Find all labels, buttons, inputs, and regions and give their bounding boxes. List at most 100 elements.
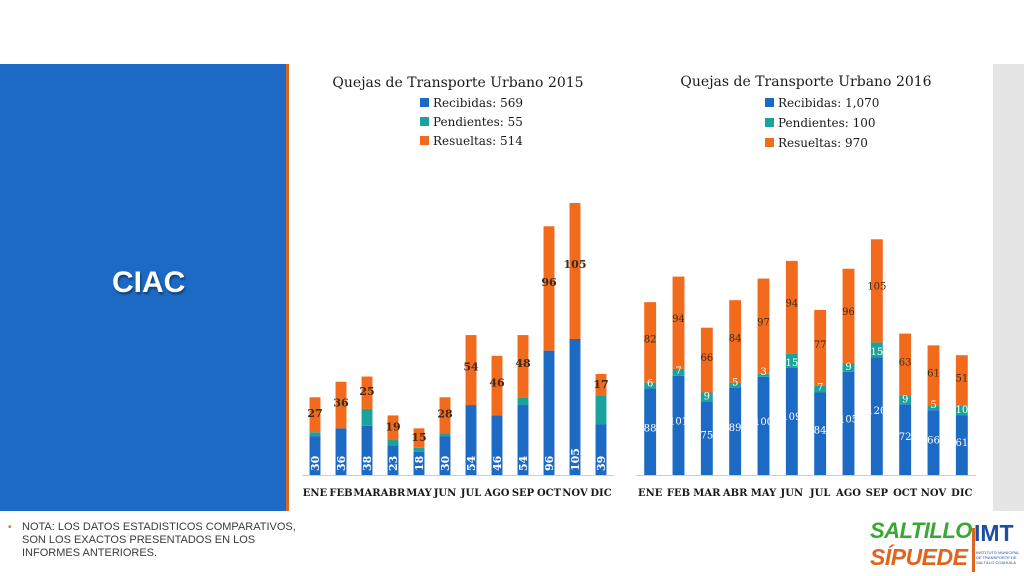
chart-1-label-recibidas-jul: 84 xyxy=(814,426,827,437)
chart-0-label-resueltas-jul: 54 xyxy=(463,361,479,374)
chart-0-label-resueltas-ene: 27 xyxy=(307,407,322,420)
chart-1-label-pendientes-jun: 15 xyxy=(785,358,798,369)
chart-0-label-recibidas-ago: 46 xyxy=(491,455,504,471)
chart-1-bar-recibidas-mar xyxy=(700,401,713,475)
chart-1-bar-resueltas-oct xyxy=(899,333,912,396)
imt-logo: IMT INSTITUTO MUNICIPAL DE TRANSPORTE DE… xyxy=(972,520,1024,576)
chart-1-bar-pendientes-feb xyxy=(672,368,685,376)
chart-0-legend-swatch-1 xyxy=(420,117,429,126)
chart-1-bar-pendientes-ago xyxy=(842,363,855,372)
chart-1-legend-swatch-2 xyxy=(765,138,774,147)
chart-1-bar-recibidas-feb xyxy=(672,375,685,475)
chart-1-tick-feb: FEB xyxy=(667,488,690,499)
chart-0-tick-ene: ENE xyxy=(303,488,328,499)
chart-1-label-resueltas-abr: 84 xyxy=(729,333,742,344)
chart-1-bar-recibidas-abr xyxy=(729,387,742,475)
chart-0-tick-mar: MAR xyxy=(353,488,381,499)
chart-1-label-resueltas-oct: 63 xyxy=(899,357,912,368)
chart-1-label-recibidas-nov: 66 xyxy=(927,435,940,446)
chart-1-legend-label-1: Pendientes: 100 xyxy=(778,116,876,130)
chart-1-bar-resueltas-jul xyxy=(814,310,827,386)
chart-0-bar-pendientes-abr xyxy=(387,440,399,446)
chart-0-bar-resueltas-oct xyxy=(543,226,555,351)
chart-1-label-recibidas-abr: 89 xyxy=(729,423,742,434)
chart-0-legend-label-1: Pendientes: 55 xyxy=(433,115,523,129)
chart-1-label-recibidas-ene: 88 xyxy=(644,423,657,434)
chart-0-tick-nov: NOV xyxy=(562,488,588,499)
chart-0-bar-resueltas-sep xyxy=(517,335,529,398)
chart-1-label-recibidas-feb: 101 xyxy=(669,416,688,427)
chart-0-title: Quejas de Transporte Urbano 2015 xyxy=(332,75,583,91)
chart-1-label-resueltas-dic: 51 xyxy=(955,374,968,385)
chart-1-label-resueltas-nov: 61 xyxy=(927,368,940,379)
chart-1-bar-recibidas-ago xyxy=(842,371,855,475)
chart-0-bar-recibidas-dic xyxy=(595,424,607,475)
chart-0-bar-recibidas-jul xyxy=(465,405,477,475)
chart-1-bar-recibidas-ene xyxy=(644,388,657,475)
chart-1-legend-swatch-0 xyxy=(765,98,774,107)
chart-1-label-resueltas-mar: 66 xyxy=(700,353,713,364)
chart-0-legend-label-2: Resueltas: 514 xyxy=(433,134,523,148)
chart-1-bar-recibidas-oct xyxy=(899,404,912,475)
chart-0-tick-feb: FEB xyxy=(329,488,352,499)
chart-0-label-recibidas-oct: 96 xyxy=(543,455,556,471)
chart-0-bar-recibidas-nov xyxy=(569,338,581,475)
chart-0-tick-may: MAY xyxy=(406,488,432,499)
chart-1-bar-resueltas-may xyxy=(757,278,770,374)
chart-0-label-recibidas-dic: 39 xyxy=(595,456,608,471)
chart-1-label-recibidas-ago: 105 xyxy=(839,414,858,425)
logo-line-1: SALTILLO xyxy=(870,518,972,543)
chart-0-legend-label-0: Recibidas: 569 xyxy=(433,96,523,110)
chart-0-bar-recibidas-ene xyxy=(309,436,321,475)
chart-1-bar-pendientes-may xyxy=(757,373,770,377)
right-gray-band xyxy=(993,64,1024,511)
chart-1-label-recibidas-mar: 75 xyxy=(700,430,713,441)
chart-1-bar-recibidas-jun xyxy=(785,367,798,475)
chart-1-bar-resueltas-ago xyxy=(842,268,855,364)
chart-1-label-resueltas-jul: 77 xyxy=(814,340,827,351)
chart-0-bar-pendientes-jun xyxy=(439,433,451,437)
chart-0-bar-resueltas-mar xyxy=(361,376,373,409)
chart-1-bar-resueltas-ene xyxy=(644,302,657,383)
chart-1-bar-recibidas-dic xyxy=(955,415,968,475)
chart-1-label-resueltas-ene: 82 xyxy=(644,334,657,345)
chart-1-label-recibidas-sep: 120 xyxy=(867,406,886,417)
chart-1-label-resueltas-sep: 105 xyxy=(867,282,886,293)
chart-0-tick-jul: JUL xyxy=(460,488,481,499)
chart-0-bar-recibidas-abr xyxy=(387,445,399,475)
chart-0-label-recibidas-sep: 54 xyxy=(517,455,530,471)
chart-1-tick-jul: JUL xyxy=(809,488,830,499)
chart-1-tick-sep: SEP xyxy=(866,488,889,499)
chart-0-bar-recibidas-oct xyxy=(543,350,555,475)
imt-logo-bar xyxy=(972,528,975,572)
chart-1-tick-nov: NOV xyxy=(921,488,947,499)
left-color-band xyxy=(0,64,288,511)
chart-0-legend-swatch-0 xyxy=(420,98,429,107)
chart-1-legend-swatch-1 xyxy=(765,118,774,127)
chart-1-bar-pendientes-oct xyxy=(899,395,912,405)
chart-0-bar-pendientes-dic xyxy=(595,395,607,425)
chart-1-title: Quejas de Transporte Urbano 2016 xyxy=(680,74,931,90)
chart-1-legend-label-0: Recibidas: 1,070 xyxy=(778,96,879,110)
chart-1-label-resueltas-feb: 94 xyxy=(672,314,685,325)
chart-1-label-pendientes-nov: 5 xyxy=(930,400,936,411)
chart-1-label-recibidas-oct: 72 xyxy=(899,432,912,443)
chart-1-bar-pendientes-sep xyxy=(870,342,883,358)
chart-1-label-recibidas-dic: 61 xyxy=(955,438,968,449)
chart-0-tick-sep: SEP xyxy=(512,488,535,499)
chart-0-label-resueltas-jun: 28 xyxy=(437,408,453,421)
chart-1-tick-jun: JUN xyxy=(780,488,804,499)
footnote-text: NOTA: LOS DATOS ESTADISTICOS COMPARATIVO… xyxy=(22,521,296,559)
chart-0-label-resueltas-ago: 46 xyxy=(489,377,505,390)
chart-1-tick-dic: DIC xyxy=(951,488,972,499)
chart-1-tick-mar: MAR xyxy=(693,488,721,499)
chart-0-label-recibidas-ene: 30 xyxy=(309,455,322,471)
chart-0-tick-ago: AGO xyxy=(483,488,509,499)
chart-1-bar-recibidas-jul xyxy=(814,392,827,475)
chart-1-label-pendientes-sep: 15 xyxy=(870,347,883,358)
chart-0-label-recibidas-abr: 23 xyxy=(387,456,400,471)
chart-0-label-resueltas-mar: 25 xyxy=(359,385,374,398)
chart-1-label-pendientes-mar: 9 xyxy=(704,391,710,402)
imt-logo-text: IMT xyxy=(974,520,1014,546)
